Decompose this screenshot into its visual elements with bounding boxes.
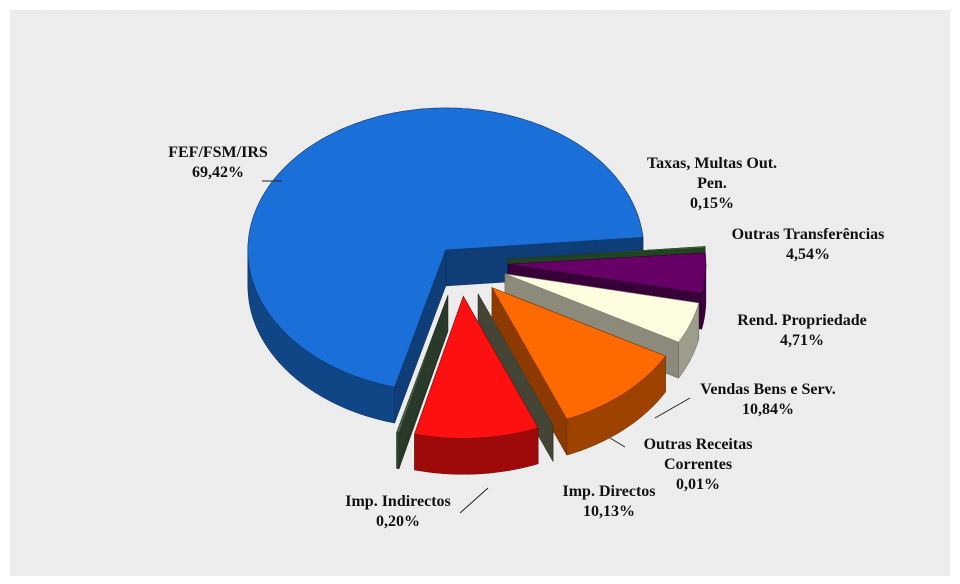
category-label: Vendas Bens e Serv. — [700, 381, 836, 398]
value-label: 4,54% — [785, 246, 830, 263]
slice-top — [491, 287, 666, 420]
category-label: Rend. Propriedade — [737, 312, 867, 329]
value-label: 69,42% — [192, 164, 244, 181]
pie — [247, 107, 707, 475]
slice-label: FEF/FSM/IRS 69,42% — [168, 143, 268, 183]
value-label: 4,71% — [779, 332, 824, 349]
category-label: Imp. Indirectos — [345, 493, 451, 510]
slice-top — [477, 293, 554, 426]
slice-top — [504, 273, 700, 343]
leader-line — [609, 437, 626, 448]
slice — [396, 295, 449, 470]
slice-top — [414, 295, 539, 439]
slice-label: Taxas, Multas Out. Pen. 0,15% — [632, 154, 792, 214]
slice-top — [507, 252, 707, 294]
category-label: FEF/FSM/IRS — [168, 144, 268, 161]
texture — [10, 10, 950, 576]
value-label: 0,15% — [690, 195, 734, 212]
slice-top — [507, 246, 706, 260]
slice — [491, 286, 666, 457]
value-label: 0,20% — [376, 513, 420, 530]
value-label: 10,84% — [742, 401, 794, 418]
slice-label: Outras Transferências 4,54% — [732, 225, 885, 265]
slice-label: Rend. Propriedade 4,71% — [737, 311, 866, 351]
leader-line — [459, 487, 489, 514]
slice-label: Imp. Indirectos 0,20% — [345, 492, 451, 532]
slice-top — [396, 295, 449, 434]
category-label: Outras Transferências — [731, 226, 885, 243]
category-label: Imp. Directos — [562, 483, 656, 500]
value-label: 0,01% — [676, 476, 720, 493]
value-label: 10,13% — [583, 503, 635, 520]
slice-outer-wall — [396, 432, 400, 470]
slice — [414, 295, 539, 475]
category-label: Outras Receitas Correntes — [643, 436, 753, 473]
leader-line — [654, 397, 691, 419]
slice-top — [247, 107, 644, 388]
slice-label: Imp. Directos 10,13% — [562, 482, 655, 522]
slice — [477, 292, 554, 463]
slice-label: Vendas Bens e Serv. 10,84% — [700, 380, 835, 420]
category-label: Taxas, Multas Out. Pen. — [646, 155, 778, 192]
slice-label: Outras Receitas Correntes 0,01% — [628, 435, 768, 495]
